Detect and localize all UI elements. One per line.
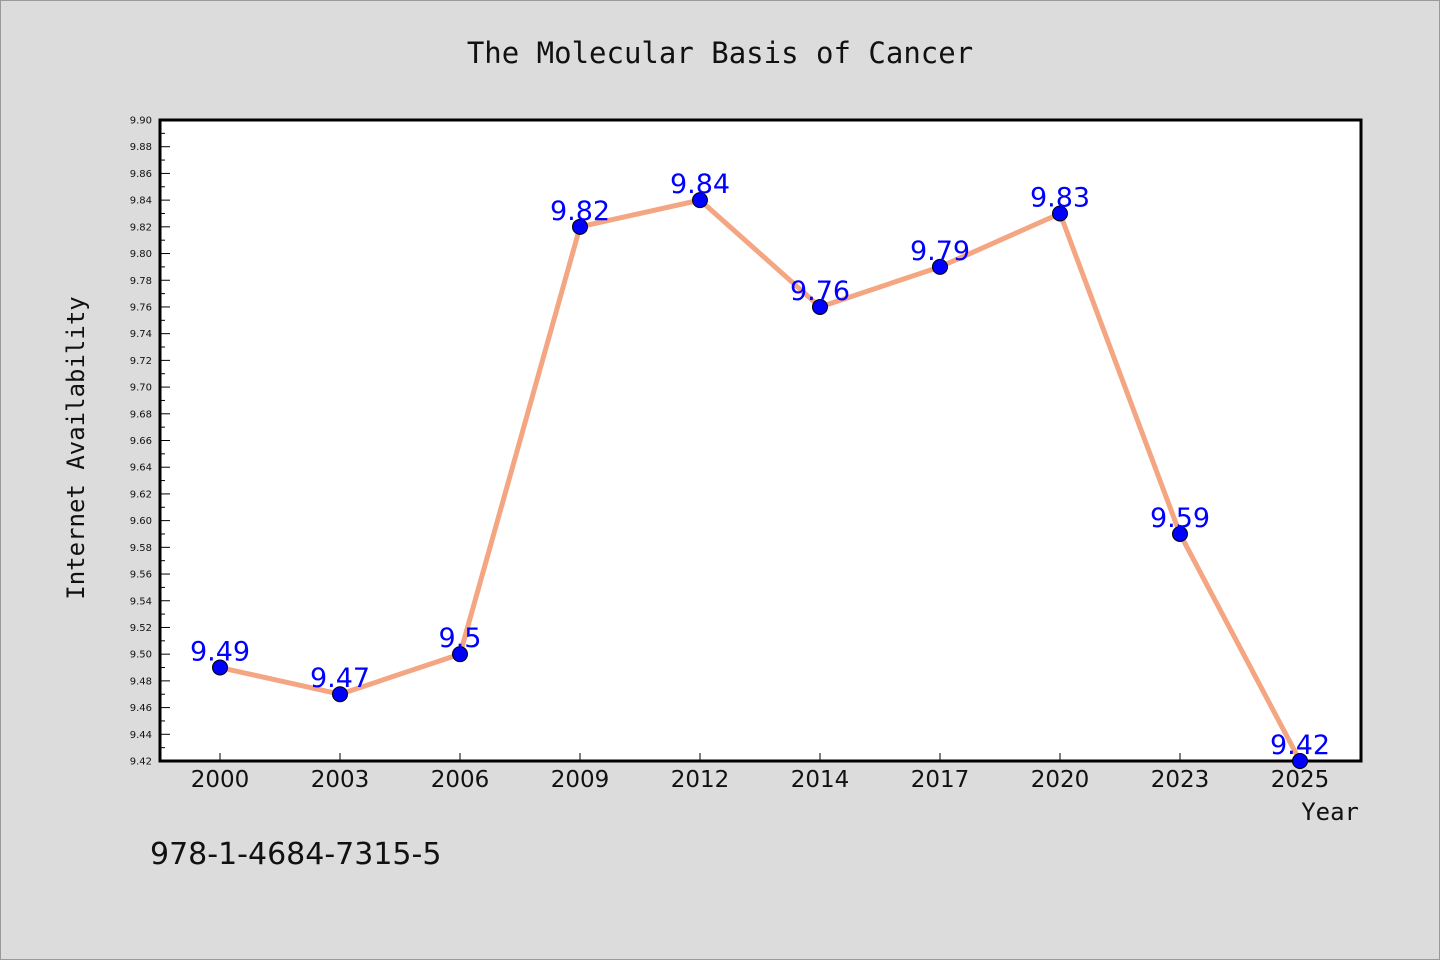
- chart-title: The Molecular Basis of Cancer: [467, 36, 973, 70]
- x-tick-label: 2025: [1271, 767, 1330, 793]
- data-point-marker: [812, 298, 828, 315]
- data-label: 9.79: [910, 236, 970, 267]
- x-tick-label: 2017: [911, 767, 970, 793]
- markers-group: [212, 192, 1308, 769]
- y-tick-label: 9.52: [130, 623, 152, 634]
- x-tick-label: 2014: [791, 767, 850, 793]
- data-point-marker: [212, 659, 228, 676]
- data-label: 9.47: [310, 663, 370, 694]
- y-tick-label: 9.88: [130, 142, 152, 153]
- data-label: 9.5: [439, 623, 482, 654]
- y-tick-label: 9.60: [130, 516, 152, 527]
- x-axis-label: Year: [1301, 798, 1359, 826]
- isbn-footnote: 978-1-4684-7315-5: [150, 837, 441, 872]
- y-tick-label: 9.78: [130, 276, 152, 287]
- y-tick-label: 9.44: [130, 730, 152, 741]
- x-tick-label: 2003: [311, 767, 370, 793]
- y-tick-label: 9.80: [130, 249, 152, 260]
- y-tick-label: 9.70: [130, 383, 152, 394]
- data-label: 9.42: [1270, 730, 1330, 761]
- data-point-marker: [692, 192, 708, 209]
- y-tick-label: 9.74: [130, 329, 152, 340]
- y-tick-label: 9.48: [130, 676, 152, 687]
- data-label: 9.83: [1030, 182, 1090, 213]
- data-labels-group: 9.49 9.47 9.5 9.82 9.84 9.76 9.79 9.83 9.59 9.42: [190, 169, 1330, 761]
- y-tick-label: 9.84: [130, 196, 152, 207]
- data-point-marker: [932, 258, 948, 275]
- data-label: 9.59: [1150, 503, 1210, 534]
- x-tick-label: 2006: [431, 767, 490, 793]
- data-point-marker: [1052, 205, 1068, 222]
- y-tick-label: 9.54: [130, 596, 152, 607]
- data-point-marker: [572, 218, 588, 235]
- x-tick-label: 2023: [1151, 767, 1210, 793]
- x-tick-label: 2000: [191, 767, 250, 793]
- x-tick-label: 2020: [1031, 767, 1090, 793]
- y-tick-label: 9.56: [130, 570, 152, 581]
- data-point-marker: [1292, 753, 1308, 769]
- x-tick-label: 2012: [671, 767, 730, 793]
- y-tick-label: 9.46: [130, 703, 152, 714]
- data-label: 9.82: [550, 196, 610, 227]
- y-tick-label: 9.50: [130, 650, 152, 661]
- y-tick-label: 9.64: [130, 463, 152, 474]
- x-axis: 2000 2003 2006 2009 2012 2014 2017 2020 2023 2025: [191, 753, 1330, 793]
- y-tick-label: 9.90: [130, 116, 152, 127]
- series-line-group: [217, 197, 1303, 764]
- y-tick-label: 9.62: [130, 489, 152, 500]
- y-tick-label: 9.66: [130, 436, 152, 447]
- data-label: 9.49: [190, 637, 250, 668]
- y-tick-label: 9.68: [130, 409, 152, 420]
- data-point-marker: [452, 646, 468, 663]
- y-tick-label: 9.42: [130, 757, 152, 768]
- data-label: 9.84: [670, 169, 730, 200]
- y-tick-label: 9.76: [130, 302, 152, 313]
- y-tick-label: 9.86: [130, 169, 152, 180]
- y-tick-label: 9.72: [130, 356, 152, 367]
- y-tick-label: 9.82: [130, 222, 152, 233]
- data-point-marker: [332, 686, 348, 703]
- y-axis-label: Internet Availability: [62, 296, 90, 599]
- series-line: [217, 197, 1303, 764]
- y-tick-label: 9.58: [130, 543, 152, 554]
- plot-area: [158, 118, 1363, 763]
- data-point-marker: [1172, 525, 1188, 542]
- y-axis: 9.42 9.44 9.46 9.48 9.50 9.52 9.54 9.56 9.58 9.60…: [130, 116, 170, 768]
- x-tick-label: 2009: [551, 767, 610, 793]
- data-label: 9.76: [790, 276, 850, 307]
